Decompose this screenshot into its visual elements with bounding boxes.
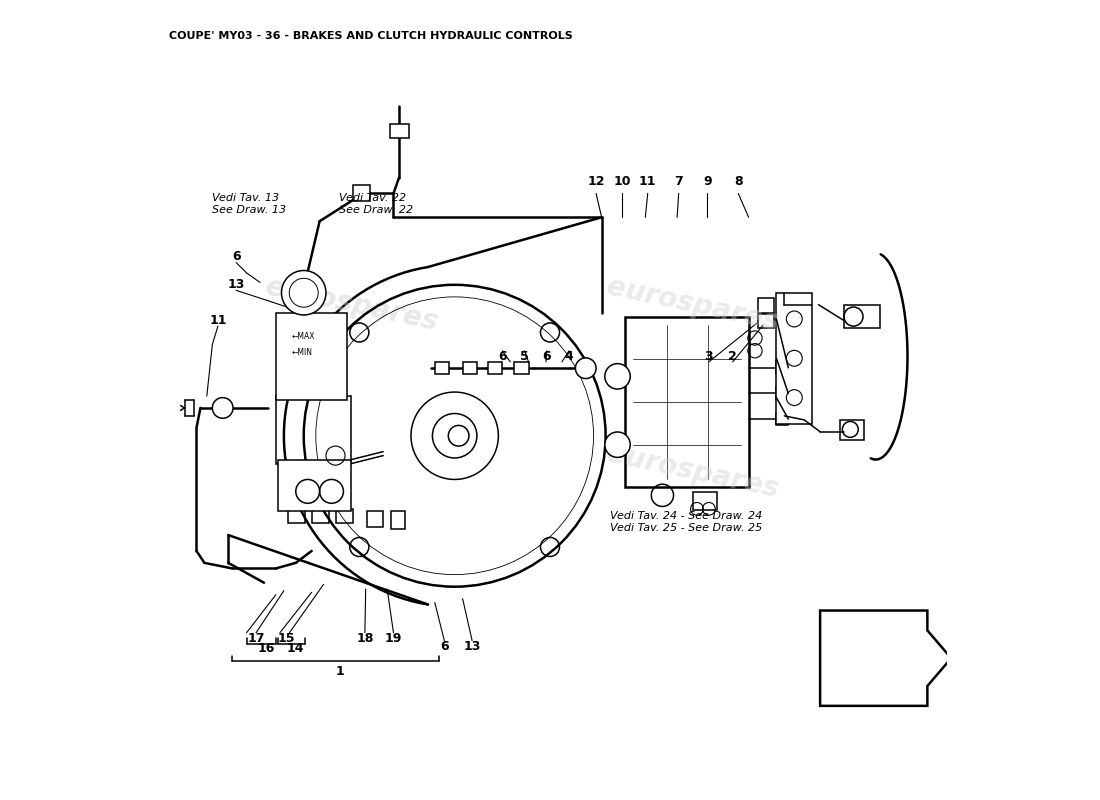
Text: 4: 4	[564, 350, 573, 363]
Text: 11: 11	[209, 314, 227, 327]
Text: 5: 5	[520, 350, 529, 363]
Circle shape	[282, 270, 326, 315]
Bar	[777, 413, 789, 426]
Bar	[626, 317, 749, 487]
Text: 16: 16	[257, 642, 275, 655]
Text: 9: 9	[703, 175, 712, 188]
Text: 8: 8	[734, 175, 742, 188]
Text: 14: 14	[286, 642, 304, 655]
Circle shape	[212, 398, 233, 418]
Bar	[311, 509, 329, 523]
Bar	[777, 293, 812, 424]
Text: Vedi Tav. 24 - See Draw. 24
Vedi Tav. 25 - See Draw. 25: Vedi Tav. 24 - See Draw. 24 Vedi Tav. 25…	[609, 511, 762, 533]
Bar	[840, 420, 864, 440]
Bar	[488, 362, 503, 374]
Bar	[777, 387, 789, 400]
Bar	[777, 362, 789, 374]
Text: 6: 6	[232, 250, 241, 263]
Text: 10: 10	[614, 175, 631, 188]
Circle shape	[605, 432, 630, 458]
Text: 1: 1	[336, 666, 344, 678]
Bar	[336, 509, 353, 523]
Text: 11: 11	[639, 175, 657, 188]
Text: 17: 17	[248, 632, 265, 645]
Text: ←MIN: ←MIN	[292, 348, 312, 357]
Bar	[693, 492, 717, 510]
Text: eurospares: eurospares	[604, 439, 782, 503]
Text: eurospares: eurospares	[263, 273, 440, 337]
Bar	[758, 314, 774, 329]
Bar	[515, 362, 529, 374]
Text: 2: 2	[728, 350, 737, 363]
Text: 13: 13	[463, 640, 481, 653]
Text: 3: 3	[705, 350, 713, 363]
Text: 12: 12	[587, 175, 605, 188]
Circle shape	[575, 358, 596, 378]
Text: 6: 6	[542, 350, 551, 363]
Text: 6: 6	[440, 640, 449, 653]
Bar	[392, 511, 406, 529]
Bar	[389, 123, 409, 138]
Bar	[463, 362, 477, 374]
Text: Vedi Tav. 13
See Draw. 13: Vedi Tav. 13 See Draw. 13	[212, 194, 286, 215]
Bar	[844, 305, 880, 329]
Text: 13: 13	[228, 278, 245, 291]
Text: 19: 19	[385, 632, 403, 645]
Text: Vedi Tav. 22
See Draw. 22: Vedi Tav. 22 See Draw. 22	[340, 194, 414, 215]
Text: 15: 15	[277, 632, 295, 645]
Polygon shape	[821, 610, 952, 706]
Circle shape	[605, 364, 630, 389]
Bar	[288, 509, 306, 523]
Text: ←MAX: ←MAX	[292, 332, 316, 341]
Text: 6: 6	[498, 350, 507, 363]
Text: 7: 7	[674, 175, 683, 188]
Bar	[367, 511, 383, 527]
Polygon shape	[278, 459, 351, 511]
Text: 18: 18	[356, 632, 374, 645]
Polygon shape	[276, 313, 348, 400]
Text: eurospares: eurospares	[604, 273, 782, 337]
Bar	[758, 298, 774, 313]
Bar	[276, 396, 351, 463]
Text: COUPE' MY03 - 36 - BRAKES AND CLUTCH HYDRAULIC CONTROLS: COUPE' MY03 - 36 - BRAKES AND CLUTCH HYD…	[168, 30, 572, 41]
Bar	[353, 186, 371, 202]
Bar	[434, 362, 449, 374]
